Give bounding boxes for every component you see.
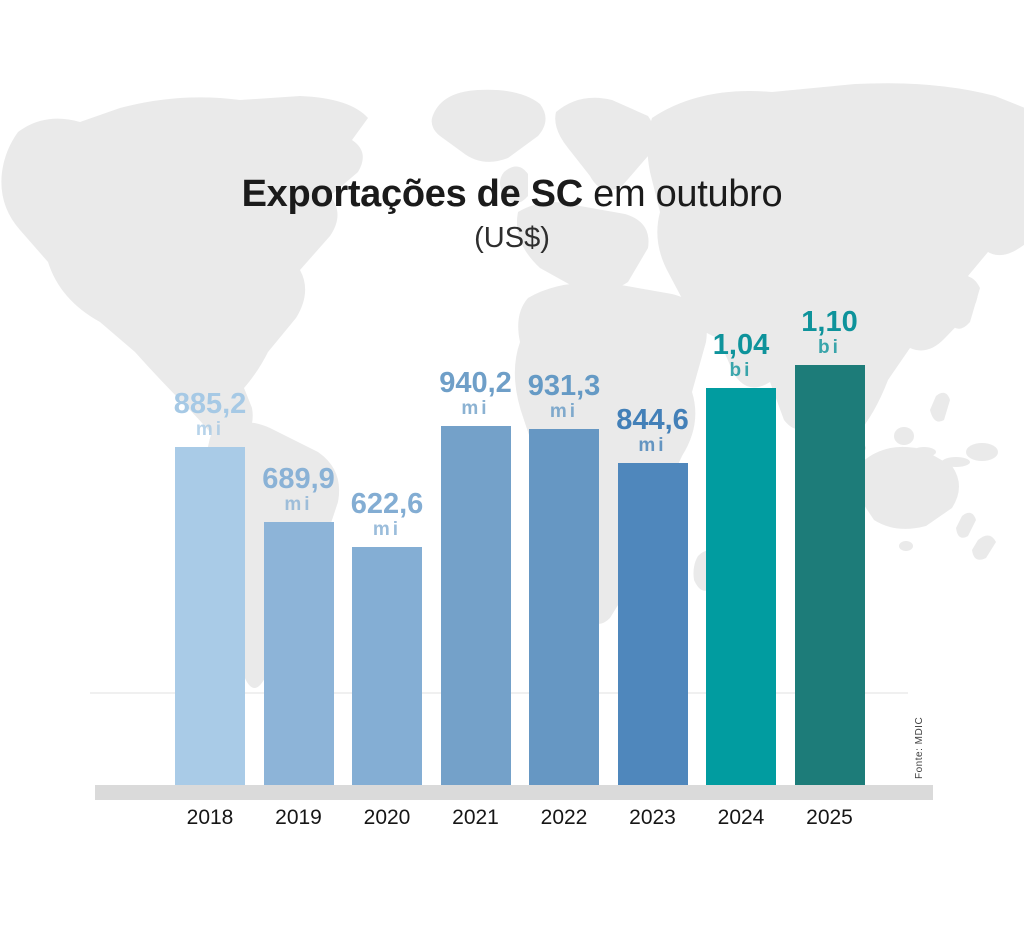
- bar-value-unit: mi: [549, 401, 579, 422]
- bar-2025: [794, 365, 865, 785]
- bar-2024: [706, 388, 776, 785]
- bar-value-number: 844,6: [616, 404, 689, 436]
- island-japan: [944, 276, 980, 329]
- x-axis-label-2020: 2020: [363, 806, 411, 829]
- bar-value-label-2018: 885,2 mi: [140, 389, 280, 441]
- source-note: Fonte: MDIC: [914, 716, 925, 779]
- bar-value-unit: mi: [461, 398, 490, 419]
- bar-value-unit: mi: [372, 519, 402, 540]
- island-new-zealand-north: [956, 512, 976, 538]
- chart-title-bold: Exportações de SC: [241, 173, 584, 215]
- bar-value-number: 1,04: [712, 329, 770, 361]
- x-axis-label-2023: 2023: [629, 806, 676, 829]
- bar-2020: [352, 547, 422, 785]
- bar-value-unit: mi: [284, 494, 313, 515]
- chart-title-regular: em outubro: [582, 173, 783, 215]
- x-axis-label-2024: 2024: [717, 806, 765, 829]
- x-axis-label-2018: 2018: [186, 806, 234, 829]
- island-philippines: [930, 392, 950, 422]
- bar-2019: [263, 522, 334, 785]
- island-new-guinea: [966, 443, 998, 461]
- bar-value-number: 885,2: [173, 388, 247, 420]
- bar-value-label-2020: 622,6 mi: [317, 489, 457, 541]
- x-axis-label-2022: 2022: [540, 806, 588, 829]
- axis-baseline: [95, 785, 933, 800]
- chart-title: Exportações de SC em outubro: [0, 172, 1024, 217]
- continent-australia: [855, 446, 959, 529]
- bar-2021: [440, 426, 511, 785]
- bar-2022: [529, 429, 599, 785]
- island-greenland: [431, 89, 546, 162]
- x-axis-label-2025: 2025: [806, 806, 853, 829]
- region-scandinavia: [555, 97, 655, 191]
- bar-value-label-2025: 1,10 bi: [760, 307, 900, 359]
- continent-asia: [647, 83, 1024, 476]
- bar-value-label-2021: 940,2 mi: [406, 368, 546, 420]
- bar-value-number: 931,3: [527, 370, 601, 402]
- bar-value-number: 622,6: [350, 488, 424, 520]
- bar-value-label-2023: 844,6 mi: [583, 405, 723, 457]
- bar-value-label-2024: 1,04 bi: [671, 330, 811, 382]
- bar-value-number: 1,10: [801, 306, 858, 338]
- island-new-zealand-south: [972, 535, 996, 560]
- continent-north-america: [1, 96, 369, 452]
- bar-value-label-2019: 689,9 mi: [229, 464, 369, 516]
- bar-value-number: 689,9: [262, 463, 335, 495]
- bar-value-unit: mi: [638, 435, 667, 456]
- bar-value-label-2022: 931,3 mi: [494, 371, 634, 423]
- chart-subtitle: (US$): [474, 222, 550, 254]
- x-axis-label-2021: 2021: [452, 806, 499, 829]
- continent-europe: [516, 202, 649, 292]
- bar-2018: [175, 447, 245, 785]
- bar-value-unit: bi: [729, 360, 753, 381]
- bar-2023: [617, 463, 688, 785]
- bar-value-unit: bi: [818, 337, 841, 358]
- x-axis-label-2019: 2019: [275, 806, 322, 829]
- island-borneo: [894, 427, 914, 445]
- bar-value-number: 940,2: [439, 367, 512, 399]
- bar-value-unit: mi: [195, 419, 225, 440]
- island-britain: [500, 166, 528, 203]
- island-tasmania: [899, 541, 913, 551]
